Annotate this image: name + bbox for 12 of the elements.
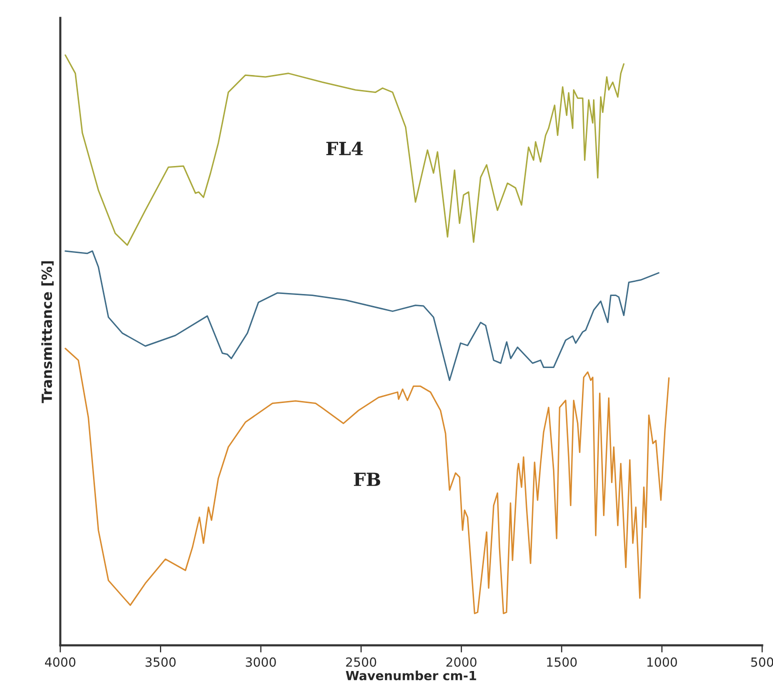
x-tick-label: 2000 — [446, 657, 476, 667]
y-axis-title: Transmittance [%] — [41, 261, 54, 404]
x-tick-label: 3000 — [246, 657, 276, 667]
x-tick-label: 4000 — [45, 657, 76, 667]
x-tick-label: 1000 — [647, 657, 677, 667]
x-tick-label: 500 — [751, 657, 773, 667]
x-axis-title: Wavenumber cm-1 — [346, 670, 476, 680]
text: FL4 — [326, 142, 363, 156]
text: FB — [354, 472, 380, 486]
x-tick-label: 3500 — [146, 657, 176, 667]
x-tick-label: 2500 — [346, 657, 376, 667]
x-tick-label: 1500 — [547, 657, 577, 667]
